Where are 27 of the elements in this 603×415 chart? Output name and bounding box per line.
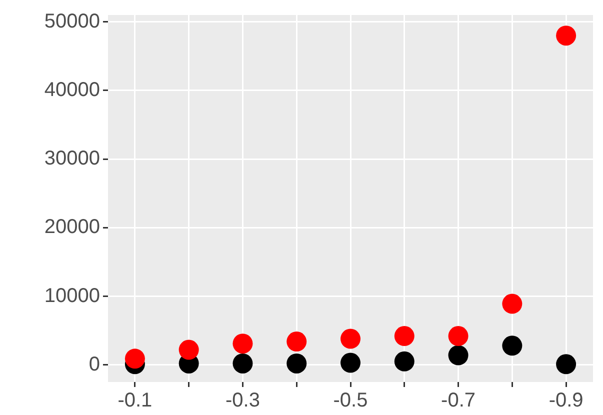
y-tick-label: 30000 bbox=[44, 148, 100, 170]
y-tick-label: 40000 bbox=[44, 78, 100, 101]
y-tick-label: 50000 bbox=[44, 10, 100, 32]
x-tick-label: -0.1 bbox=[118, 390, 152, 412]
point bbox=[232, 334, 253, 354]
point bbox=[178, 340, 199, 360]
point bbox=[286, 353, 307, 374]
point bbox=[340, 352, 360, 373]
y-tick-label: 10000 bbox=[44, 284, 100, 307]
point bbox=[394, 326, 414, 346]
point bbox=[556, 26, 576, 46]
point bbox=[502, 336, 522, 356]
point bbox=[448, 345, 468, 366]
point bbox=[448, 326, 468, 346]
x-tick-label: -0.9 bbox=[548, 390, 584, 412]
point bbox=[124, 348, 145, 369]
point bbox=[232, 353, 253, 374]
point bbox=[502, 294, 522, 314]
y-tick-label: 20000 bbox=[44, 216, 100, 238]
x-tick-label: -0.5 bbox=[333, 390, 368, 412]
y-tick-label: 0 bbox=[88, 353, 100, 376]
point bbox=[286, 332, 307, 352]
point bbox=[394, 351, 414, 372]
x-tick-label: -0.3 bbox=[225, 390, 260, 412]
point bbox=[556, 354, 576, 374]
x-tick-label: -0.7 bbox=[441, 390, 476, 412]
point bbox=[340, 328, 360, 349]
